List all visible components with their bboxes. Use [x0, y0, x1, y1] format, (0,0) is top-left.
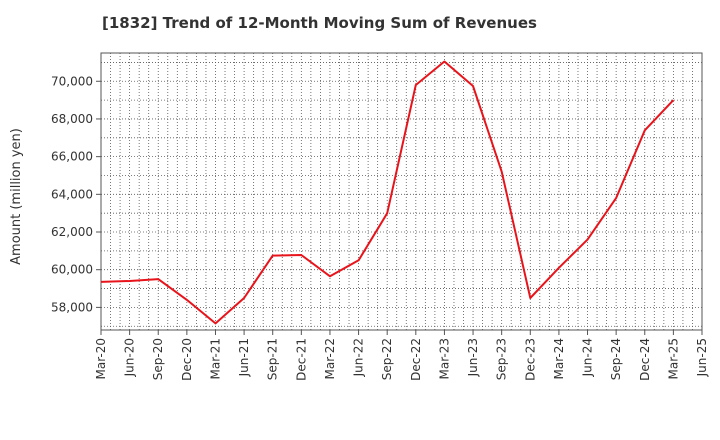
x-tick-label: Mar-21	[208, 338, 222, 379]
chart-title: [1832] Trend of 12-Month Moving Sum of R…	[102, 14, 537, 32]
x-tick-label: Sep-22	[380, 338, 394, 380]
y-tick-label: 64,000	[51, 187, 93, 201]
x-tick-label: Mar-25	[666, 338, 680, 379]
x-tick-label: Mar-20	[94, 338, 108, 379]
y-axis-ticks: 58,000 60,000 62,000 64,000 66,000 68,000 70,0…	[51, 74, 101, 314]
x-tick-label: Mar-23	[437, 338, 451, 379]
x-tick-label: Dec-21	[294, 338, 308, 381]
x-tick-label: Jun-20	[123, 338, 137, 377]
y-axis-title: Amount (million yen)	[9, 128, 24, 265]
x-tick-label: Jun-22	[352, 338, 366, 377]
y-tick-label: 58,000	[51, 300, 93, 314]
x-tick-label: Dec-20	[180, 338, 194, 381]
x-tick-label: Jun-23	[466, 338, 480, 377]
x-tick-label: Jun-25	[695, 338, 709, 377]
x-tick-label: Sep-21	[266, 338, 280, 380]
x-tick-label: Jun-24	[581, 338, 595, 377]
series-lines	[100, 60, 675, 325]
x-tick-label: Dec-23	[523, 338, 537, 381]
x-tick-label: Dec-24	[638, 338, 652, 381]
plot-area-frame	[100, 52, 703, 331]
x-tick-label: Mar-22	[323, 338, 337, 379]
x-axis-ticks: Mar-20 Jun-20 Sep-20 Dec-20 Mar-21 Jun-21 Sep-…	[94, 330, 709, 381]
x-tick-label: Mar-24	[552, 338, 566, 379]
y-tick-label: 68,000	[51, 112, 93, 126]
x-tick-label: Sep-24	[609, 338, 623, 380]
x-tick-label: Jun-21	[237, 338, 251, 377]
y-tick-label: 62,000	[51, 225, 93, 239]
x-tick-label: Sep-20	[151, 338, 165, 380]
y-tick-label: 60,000	[51, 263, 93, 277]
x-tick-label: Sep-23	[495, 338, 509, 380]
gridlines	[101, 53, 702, 330]
x-tick-label: Dec-22	[409, 338, 423, 381]
y-tick-label: 70,000	[51, 74, 93, 88]
y-tick-label: 66,000	[51, 150, 93, 164]
